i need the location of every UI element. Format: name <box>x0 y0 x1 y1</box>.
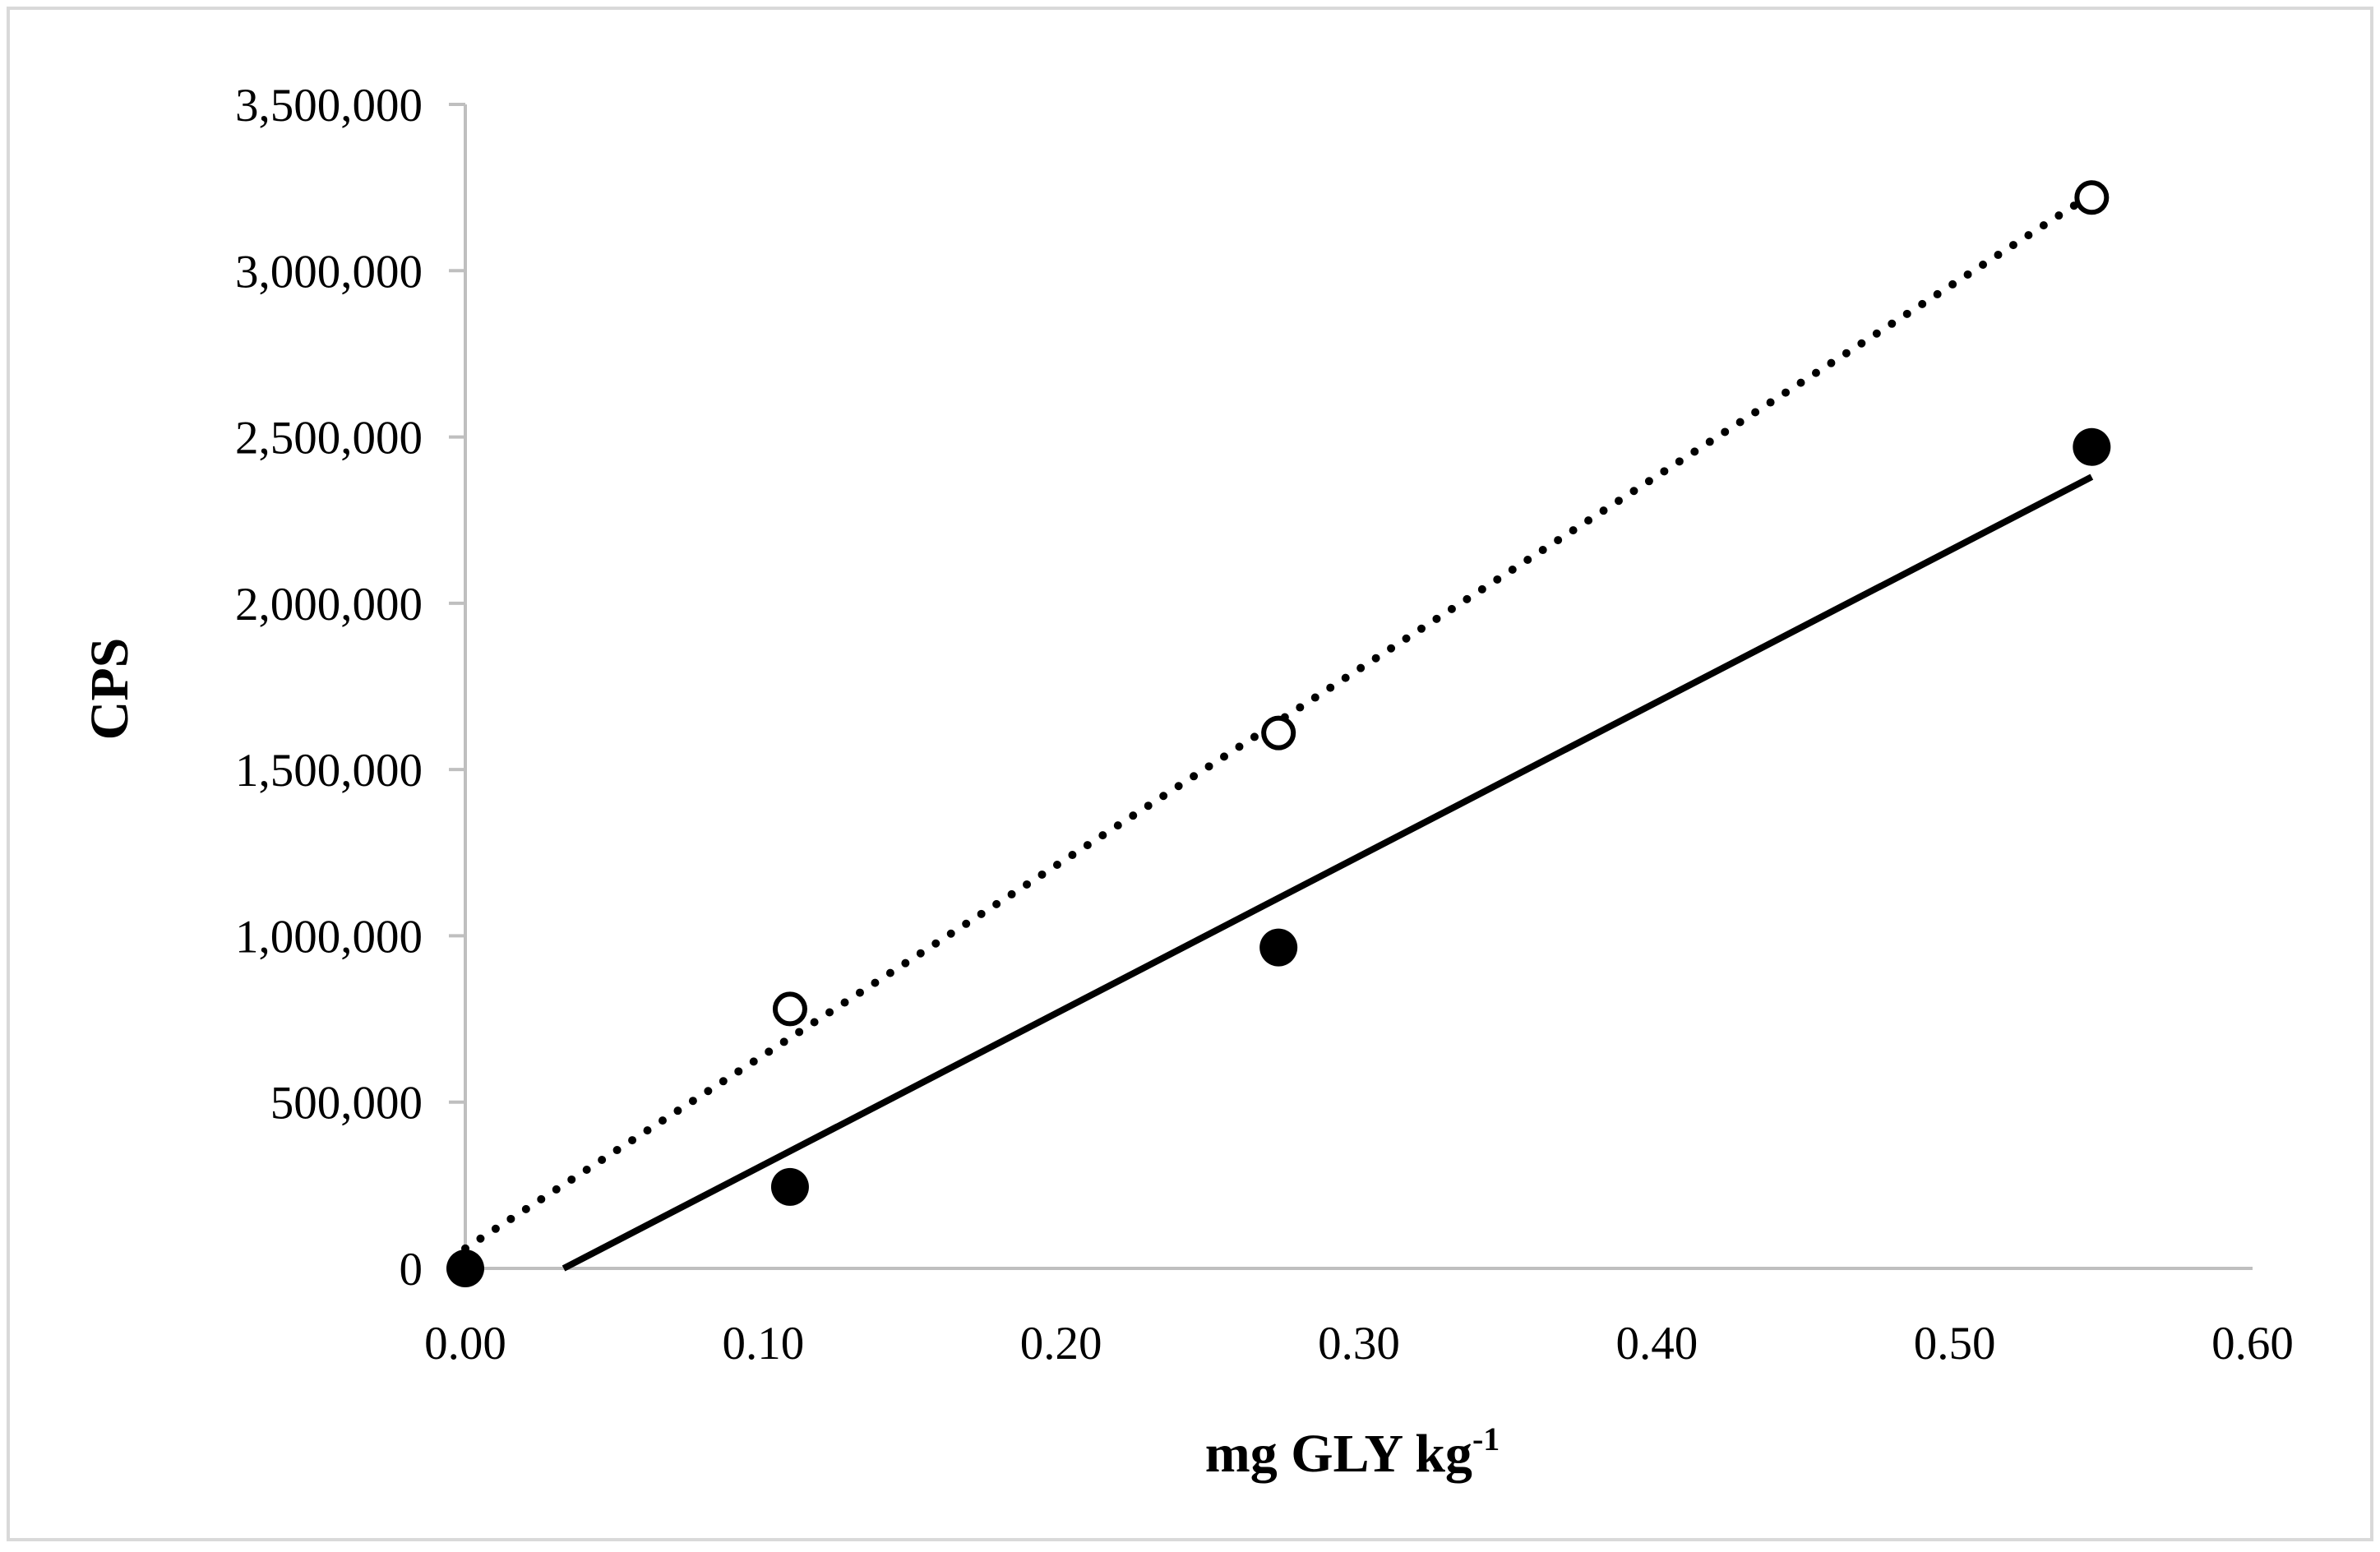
axes <box>464 104 2253 1270</box>
x-tick-label: 0.10 <box>722 1318 804 1370</box>
y-axis-title: CPS <box>80 638 140 741</box>
x-ticks: 0.00 0.10 0.20 0.30 0.40 0.50 0.60 <box>424 1318 2294 1370</box>
y-tick-label: 1,000,000 <box>235 911 423 963</box>
y-tick-label: 1,500,000 <box>235 745 423 797</box>
filled-circle-point <box>770 1167 809 1206</box>
y-tick-label: 0 <box>400 1244 423 1296</box>
y-tick-label: 500,000 <box>270 1078 423 1129</box>
y-tick-label: 3,000,000 <box>235 246 423 298</box>
y-tick-label: 2,000,000 <box>235 579 423 630</box>
x-tick-label: 0.50 <box>1914 1318 1996 1370</box>
x-tick-label: 0.60 <box>2211 1318 2294 1370</box>
x-tick-label: 0.20 <box>1020 1318 1102 1370</box>
x-tick-label: 0.40 <box>1615 1318 1698 1370</box>
x-axis-title: mg GLY kg-1 <box>1205 1420 1500 1484</box>
open-circle-point <box>1261 715 1296 751</box>
filled-circle-point <box>2073 427 2111 466</box>
x-axis-title-superscript: -1 <box>1472 1420 1500 1457</box>
y-tick-label: 2,500,000 <box>235 413 423 464</box>
markers <box>446 180 2111 1287</box>
x-axis-title-text: mg GLY kg <box>1205 1424 1472 1484</box>
x-tick-label: 0.30 <box>1318 1318 1400 1370</box>
trendlines <box>461 190 2096 1272</box>
y-ticks: 0 500,000 1,000,000 1,500,000 2,000,000 2,500… <box>235 80 465 1296</box>
solid-trendline-2 <box>561 473 2094 1272</box>
x-tick-label: 0.00 <box>424 1318 506 1370</box>
chart-frame <box>7 7 2373 1541</box>
dotted-trendline-1 <box>461 190 2096 1253</box>
filled-circle-point <box>446 1249 484 1287</box>
open-circle-point <box>2074 180 2110 215</box>
open-circle-point <box>772 991 807 1027</box>
filled-circle-point <box>1259 928 1298 967</box>
y-tick-label: 3,500,000 <box>235 80 423 132</box>
